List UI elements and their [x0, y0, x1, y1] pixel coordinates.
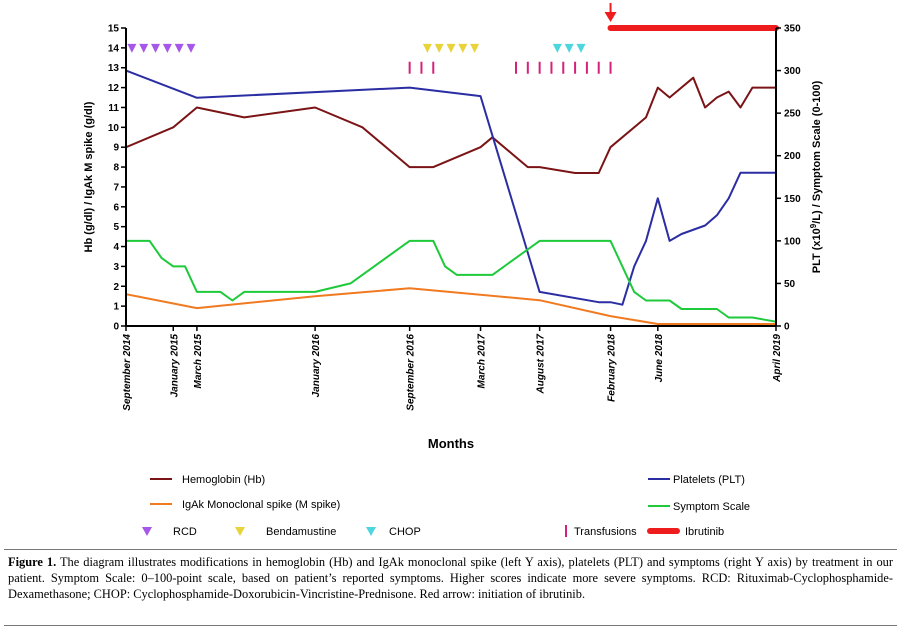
- series-line-symptom-scale: [126, 239, 777, 323]
- left-tick-label: 7: [113, 182, 119, 193]
- x-axis-title: Months: [428, 436, 474, 451]
- left-tick-label: 15: [108, 24, 120, 35]
- legend-item-platelets-plt-: Platelets (PLT): [648, 474, 745, 486]
- legend-label: IgAk Monoclonal spike (M spike): [182, 499, 340, 511]
- right-tick-label: 0: [784, 322, 790, 333]
- right-tick-label: 300: [784, 66, 801, 77]
- caption-label: Figure 1.: [8, 555, 57, 569]
- left-tick-label: 0: [113, 322, 119, 333]
- x-tick-label: March 2015: [193, 334, 204, 389]
- right-axis-title-suffix: /L) / Symptom Scale (0-100): [811, 80, 823, 223]
- right-tick-label: 150: [784, 194, 801, 205]
- left-axis-title: Hb (g/dl) / IgAk M spike (g/dl): [83, 101, 95, 252]
- right-tick-label: 250: [784, 109, 801, 120]
- left-tick-label: 12: [108, 83, 120, 94]
- legend-item-transfusions: Transfusions: [565, 525, 637, 538]
- right-axis-title-sup: 9: [809, 223, 818, 228]
- legend-item-hemoglobin-hb-: Hemoglobin (Hb): [150, 474, 265, 486]
- marker-rcd: [127, 43, 137, 53]
- chart: 0123456789101112131415050100150200250300…: [83, 3, 823, 538]
- left-tick-label: 6: [113, 202, 119, 213]
- series-line-hemoglobin-hb-: [125, 76, 776, 174]
- legend-swatch: [366, 527, 376, 536]
- legend-label: Transfusions: [574, 526, 637, 538]
- legend-label: Platelets (PLT): [673, 474, 745, 486]
- legend-label: Symptom Scale: [673, 501, 750, 513]
- legend-label: Ibrutinib: [685, 526, 724, 538]
- right-tick-label: 350: [784, 24, 801, 35]
- legend-swatch: [235, 527, 245, 536]
- marker-chop: [564, 43, 574, 53]
- plot-area: [125, 3, 779, 325]
- left-tick-label: 9: [113, 143, 119, 154]
- x-tick-label: January 2016: [311, 334, 322, 398]
- x-tick-label: September 2016: [406, 334, 417, 411]
- x-tick-label: January 2015: [169, 334, 180, 398]
- marker-bendamustine: [446, 43, 456, 53]
- series-line-platelets-plt-: [125, 69, 776, 306]
- left-tick-label: 10: [108, 123, 120, 134]
- marker-rcd: [151, 43, 161, 53]
- marker-rcd: [186, 43, 196, 53]
- x-tick-label: February 2018: [607, 334, 618, 402]
- marker-bendamustine: [434, 43, 444, 53]
- legend-label: Bendamustine: [266, 526, 336, 538]
- right-axis-title-prefix: PLT (x10: [811, 228, 823, 273]
- legend-swatch: [142, 527, 152, 536]
- legend-item-symptom-scale: Symptom Scale: [648, 501, 750, 513]
- marker-rcd: [139, 43, 149, 53]
- right-tick-label: 100: [784, 236, 801, 247]
- legend-item-igak-monoclonal-spike-m-spike-: IgAk Monoclonal spike (M spike): [150, 499, 340, 511]
- caption-text: Figure 1. The diagram illustrates modifi…: [8, 554, 893, 602]
- x-tick-label: September 2014: [122, 334, 133, 411]
- x-tick-label: June 2018: [654, 334, 665, 383]
- legend-label: Hemoglobin (Hb): [182, 474, 265, 486]
- marker-chop: [552, 43, 562, 53]
- marker-rcd: [162, 43, 172, 53]
- right-tick-label: 50: [784, 279, 796, 290]
- marker-bendamustine: [458, 43, 468, 53]
- legend-item-ibrutinib: Ibrutinib: [647, 526, 724, 538]
- figure-caption: Figure 1. The diagram illustrates modifi…: [4, 549, 897, 626]
- left-tick-label: 14: [108, 43, 120, 54]
- right-tick-label: 200: [784, 151, 801, 162]
- legend-label: CHOP: [389, 526, 421, 538]
- legend-item-rcd: RCD: [142, 526, 197, 538]
- marker-chop: [576, 43, 586, 53]
- left-tick-label: 11: [108, 103, 119, 114]
- legend-label: RCD: [173, 526, 197, 538]
- series-line-igak-monoclonal-spike-m-spike-: [125, 287, 776, 325]
- ibrutinib-arrow-head: [604, 12, 617, 22]
- left-tick-label: 1: [113, 302, 119, 313]
- legend: Hemoglobin (Hb) Platelets (PLT) IgAk Monoc…: [142, 474, 750, 538]
- right-axis-title: PLT (x109/L) / Symptom Scale (0-100): [809, 80, 823, 273]
- legend-item-bendamustine: Bendamustine: [235, 526, 336, 538]
- left-tick-label: 13: [108, 63, 120, 74]
- left-tick-label: 5: [113, 222, 119, 233]
- x-tick-label: March 2017: [477, 334, 488, 389]
- left-tick-label: 2: [113, 282, 119, 293]
- marker-rcd: [174, 43, 184, 53]
- marker-bendamustine: [470, 43, 480, 53]
- x-tick-label: August 2017: [536, 334, 547, 395]
- legend-item-chop: CHOP: [366, 526, 421, 538]
- left-tick-label: 4: [113, 242, 119, 253]
- left-tick-label: 3: [113, 262, 119, 273]
- x-tick-label: April 2019: [772, 334, 783, 383]
- left-tick-label: 8: [113, 163, 119, 174]
- marker-bendamustine: [422, 43, 432, 53]
- caption-body: The diagram illustrates modifications in…: [8, 555, 893, 601]
- axes: 0123456789101112131415050100150200250300…: [83, 24, 823, 452]
